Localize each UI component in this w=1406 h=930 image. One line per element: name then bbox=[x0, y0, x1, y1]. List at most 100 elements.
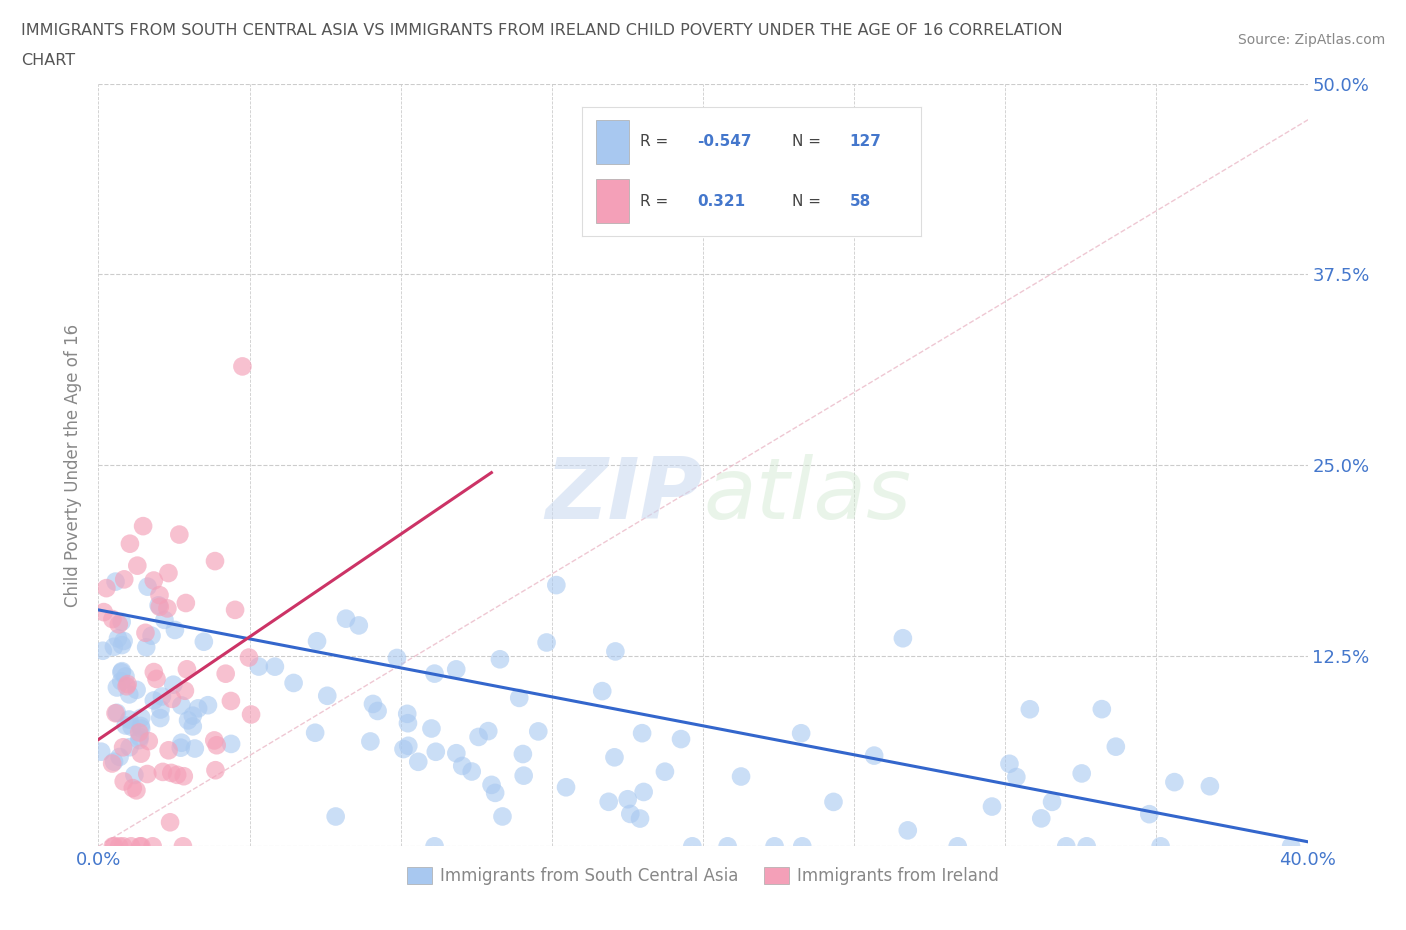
Point bbox=[508, 690, 530, 705]
Point bbox=[204, 553, 226, 568]
Point bbox=[1137, 806, 1160, 821]
Point bbox=[897, 823, 920, 838]
Point bbox=[981, 799, 1004, 814]
Point bbox=[304, 725, 326, 740]
Point bbox=[631, 725, 654, 740]
Legend: Immigrants from South Central Asia, Immigrants from Ireland: Immigrants from South Central Asia, Immi… bbox=[401, 860, 1005, 891]
Point bbox=[1070, 766, 1092, 781]
Point bbox=[512, 747, 534, 762]
Point bbox=[444, 662, 467, 677]
Point bbox=[1149, 839, 1171, 854]
Point bbox=[149, 599, 172, 614]
Point bbox=[105, 705, 128, 720]
Y-axis label: Child Poverty Under the Age of 16: Child Poverty Under the Age of 16 bbox=[65, 324, 83, 606]
Point bbox=[423, 839, 446, 854]
Point bbox=[763, 839, 786, 854]
Point bbox=[162, 677, 184, 692]
Point bbox=[142, 665, 165, 680]
Point bbox=[605, 644, 627, 658]
Point bbox=[603, 750, 626, 764]
Point bbox=[527, 724, 550, 738]
Point bbox=[484, 786, 506, 801]
Point bbox=[107, 631, 129, 645]
Point bbox=[654, 764, 676, 779]
Point bbox=[136, 579, 159, 594]
Point bbox=[93, 604, 115, 619]
Point bbox=[681, 839, 703, 854]
Point bbox=[112, 633, 135, 648]
Point bbox=[107, 617, 129, 631]
Point bbox=[163, 622, 186, 637]
Point bbox=[101, 756, 124, 771]
Point bbox=[114, 669, 136, 684]
Point bbox=[125, 783, 148, 798]
Point bbox=[111, 638, 134, 653]
Point bbox=[451, 759, 474, 774]
Point bbox=[96, 580, 118, 595]
Point bbox=[131, 839, 153, 854]
Point bbox=[157, 743, 180, 758]
Point bbox=[361, 697, 384, 711]
Point bbox=[555, 780, 578, 795]
Point bbox=[111, 615, 134, 630]
Point bbox=[118, 712, 141, 727]
Point bbox=[128, 725, 150, 740]
Point bbox=[215, 666, 238, 681]
Point bbox=[1076, 839, 1098, 854]
Point bbox=[112, 740, 135, 755]
Point bbox=[142, 693, 165, 708]
Point bbox=[1105, 739, 1128, 754]
Point bbox=[148, 588, 170, 603]
Point bbox=[115, 679, 138, 694]
Point bbox=[141, 629, 163, 644]
Point bbox=[104, 574, 127, 589]
Point bbox=[176, 662, 198, 677]
Point bbox=[169, 527, 191, 542]
Point bbox=[1018, 702, 1040, 717]
Point bbox=[148, 598, 170, 613]
Point bbox=[730, 769, 752, 784]
Point bbox=[153, 613, 176, 628]
Point bbox=[149, 702, 172, 717]
Point bbox=[145, 671, 167, 686]
Point bbox=[491, 809, 513, 824]
Point bbox=[181, 719, 204, 734]
Point bbox=[128, 730, 150, 745]
Point bbox=[103, 754, 125, 769]
Point bbox=[385, 651, 408, 666]
Point bbox=[202, 733, 225, 748]
Point bbox=[396, 738, 419, 753]
Point bbox=[136, 766, 159, 781]
Point bbox=[117, 677, 139, 692]
Point bbox=[121, 720, 143, 735]
Point bbox=[150, 689, 173, 704]
Point bbox=[616, 791, 638, 806]
Point bbox=[110, 674, 132, 689]
Point bbox=[619, 806, 641, 821]
Point bbox=[283, 675, 305, 690]
Point bbox=[477, 724, 499, 738]
Point bbox=[467, 729, 489, 744]
Point bbox=[420, 721, 443, 736]
Point bbox=[187, 701, 209, 716]
Point bbox=[114, 718, 136, 733]
Point bbox=[160, 765, 183, 780]
Point bbox=[104, 706, 127, 721]
Point bbox=[1199, 778, 1222, 793]
Point bbox=[112, 774, 135, 789]
Point bbox=[120, 839, 142, 854]
Point bbox=[124, 767, 146, 782]
Point bbox=[103, 839, 125, 854]
Point bbox=[359, 734, 381, 749]
Point bbox=[231, 359, 253, 374]
Point bbox=[129, 721, 152, 736]
Point bbox=[152, 764, 174, 779]
Point bbox=[591, 684, 613, 698]
Point bbox=[128, 733, 150, 748]
Point bbox=[138, 734, 160, 749]
Point bbox=[240, 707, 263, 722]
Point bbox=[121, 780, 143, 795]
Point bbox=[1091, 702, 1114, 717]
Point bbox=[425, 744, 447, 759]
Point bbox=[131, 711, 153, 725]
